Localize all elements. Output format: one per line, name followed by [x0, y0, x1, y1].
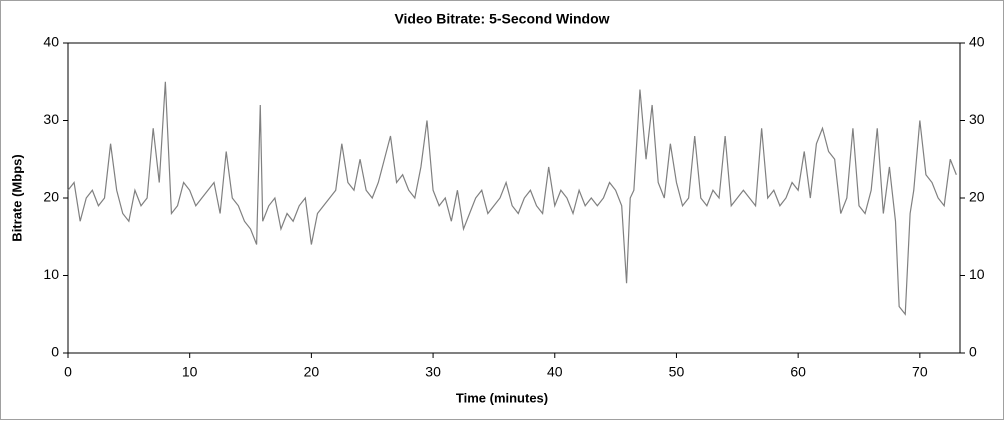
- y-tick-label: 20: [43, 189, 59, 205]
- x-tick-label: 30: [425, 364, 441, 380]
- y-tick-label: 40: [43, 34, 59, 50]
- y2-tick-label: 30: [969, 111, 985, 127]
- y-tick-label: 10: [43, 266, 59, 282]
- x-tick-label: 60: [790, 364, 806, 380]
- x-tick-label: 50: [669, 364, 685, 380]
- y-axis-label: Bitrate (Mbps): [9, 154, 24, 241]
- y-tick-label: 30: [43, 111, 59, 127]
- y2-tick-label: 40: [969, 34, 985, 50]
- y2-tick-label: 20: [969, 189, 985, 205]
- x-tick-label: 70: [912, 364, 928, 380]
- x-tick-label: 20: [304, 364, 320, 380]
- data-line: [67, 81, 957, 316]
- y-tick-label: 0: [51, 344, 59, 360]
- x-tick-label: 40: [547, 364, 563, 380]
- x-axis-label: Time (minutes): [456, 390, 548, 405]
- x-tick-label: 10: [182, 364, 198, 380]
- y2-tick-label: 10: [969, 266, 985, 282]
- x-tick-label: 0: [64, 364, 72, 380]
- chart-title: Video Bitrate: 5-Second Window: [394, 11, 609, 27]
- y2-tick-label: 0: [969, 344, 977, 360]
